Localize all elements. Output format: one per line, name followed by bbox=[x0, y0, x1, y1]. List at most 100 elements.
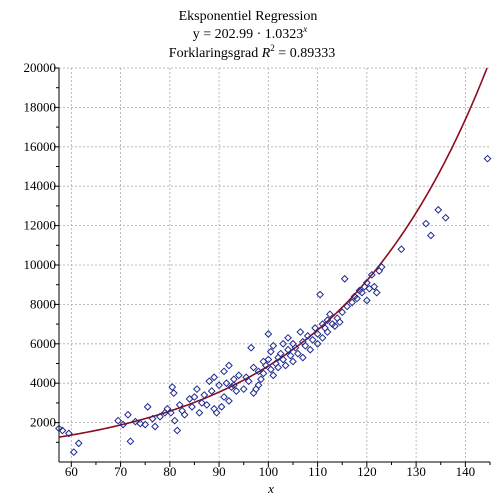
data-point bbox=[143, 402, 152, 411]
data-point bbox=[333, 314, 342, 323]
data-point bbox=[286, 351, 295, 360]
data-point bbox=[367, 270, 376, 279]
data-point bbox=[225, 397, 233, 405]
data-point bbox=[190, 393, 199, 401]
r-squared-symbol: R bbox=[261, 46, 271, 61]
data-point bbox=[141, 420, 150, 429]
data-point bbox=[193, 385, 201, 394]
data-point bbox=[284, 333, 292, 342]
r-squared-prefix: Forklaringsgrad bbox=[169, 46, 262, 61]
data-point bbox=[244, 377, 253, 386]
axes bbox=[54, 67, 491, 467]
data-point bbox=[338, 308, 347, 317]
x-tick-label: 110 bbox=[308, 464, 327, 479]
data-point bbox=[266, 347, 275, 356]
data-point bbox=[195, 408, 204, 417]
data-point bbox=[281, 361, 290, 370]
data-point bbox=[340, 274, 349, 283]
data-point bbox=[377, 263, 386, 271]
data-point bbox=[58, 426, 67, 435]
data-point bbox=[261, 361, 270, 370]
data-point bbox=[259, 369, 268, 378]
data-point bbox=[313, 330, 322, 338]
data-point bbox=[227, 383, 236, 392]
data-point bbox=[276, 349, 285, 358]
grid-lines bbox=[59, 67, 490, 462]
x-tick-label: 90 bbox=[213, 464, 226, 479]
data-point bbox=[311, 324, 320, 332]
data-point bbox=[441, 213, 450, 222]
data-point bbox=[362, 296, 371, 305]
y-tick-label: 2000 bbox=[30, 415, 56, 430]
data-point bbox=[180, 410, 189, 419]
data-point bbox=[254, 367, 263, 376]
data-point bbox=[64, 429, 73, 438]
x-tick-label: 70 bbox=[114, 464, 127, 479]
data-point bbox=[284, 345, 292, 354]
data-point bbox=[229, 381, 238, 390]
data-point bbox=[323, 328, 332, 336]
data-point bbox=[215, 381, 223, 390]
data-point bbox=[170, 416, 179, 425]
data-point bbox=[252, 385, 260, 394]
data-point bbox=[362, 278, 371, 287]
x-tick-label: 80 bbox=[163, 464, 176, 479]
data-point bbox=[173, 426, 182, 435]
data-point bbox=[220, 393, 228, 401]
data-point bbox=[289, 357, 297, 366]
x-tick-label: 140 bbox=[456, 464, 476, 479]
chart-title-line1: Eksponentiel Regression bbox=[179, 9, 318, 24]
data-point bbox=[316, 290, 324, 299]
y-tick-label: 4000 bbox=[30, 375, 56, 390]
data-point bbox=[202, 400, 211, 409]
x-tick-label: 60 bbox=[65, 464, 78, 479]
equation-main: y = 202.99 · 1.0323 bbox=[193, 27, 304, 42]
data-point bbox=[318, 333, 327, 342]
data-point bbox=[205, 377, 214, 386]
y-tick-label: 20000 bbox=[24, 60, 57, 75]
data-point bbox=[434, 205, 443, 214]
data-point bbox=[422, 219, 430, 228]
data-point bbox=[348, 298, 356, 307]
data-point bbox=[313, 339, 322, 348]
data-point bbox=[156, 412, 164, 421]
data-point bbox=[397, 245, 406, 254]
data-point bbox=[372, 288, 381, 297]
data-point bbox=[151, 422, 159, 431]
data-point bbox=[264, 355, 273, 364]
data-point bbox=[308, 335, 317, 344]
data-point bbox=[163, 404, 172, 413]
equation-exponent: x bbox=[302, 24, 307, 34]
data-point bbox=[131, 417, 140, 426]
data-point bbox=[188, 402, 196, 411]
data-point bbox=[217, 402, 226, 411]
x-tick-label: 100 bbox=[259, 464, 279, 479]
data-point bbox=[249, 389, 258, 397]
data-point bbox=[298, 353, 307, 362]
data-point bbox=[55, 424, 63, 433]
r-squared-value: = 0.89333 bbox=[275, 46, 335, 61]
data-point bbox=[114, 416, 123, 425]
data-point bbox=[370, 282, 379, 291]
data-point bbox=[234, 371, 243, 380]
data-point bbox=[210, 373, 219, 382]
data-point bbox=[210, 404, 219, 413]
data-point bbox=[166, 408, 175, 417]
data-point bbox=[358, 288, 366, 297]
data-points bbox=[55, 154, 492, 457]
y-tick-label: 8000 bbox=[30, 296, 56, 311]
data-point bbox=[119, 420, 127, 429]
chart-title-equation: y = 202.99 · 1.0323x bbox=[193, 24, 308, 42]
x-tick-label: 120 bbox=[357, 464, 377, 479]
data-point bbox=[220, 367, 228, 376]
chart-title-r-squared: Forklaringsgrad R2 = 0.89333 bbox=[169, 43, 335, 61]
data-point bbox=[197, 398, 206, 407]
data-point bbox=[269, 371, 278, 380]
data-point bbox=[279, 339, 288, 348]
data-point bbox=[266, 365, 275, 374]
data-point bbox=[257, 375, 265, 384]
y-tick-label: 14000 bbox=[24, 178, 57, 193]
data-point bbox=[306, 345, 315, 354]
x-tick-label: 130 bbox=[406, 464, 426, 479]
